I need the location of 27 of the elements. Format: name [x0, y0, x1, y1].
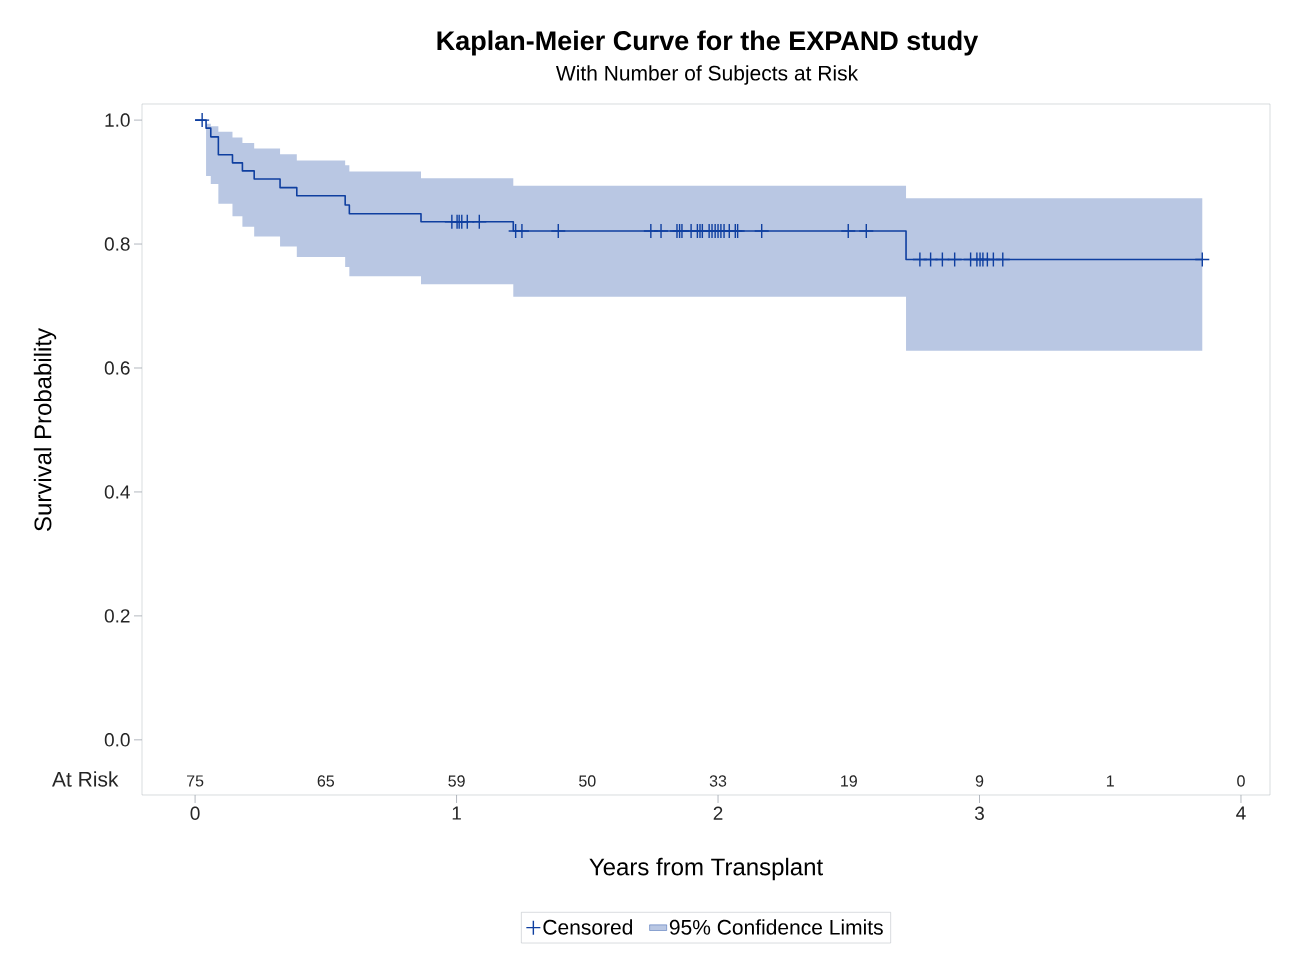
- y-tick-label: 0.8: [104, 237, 130, 251]
- y-tick-label: 0.6: [104, 361, 130, 375]
- y-tick-label: 0.2: [104, 609, 130, 623]
- x-axis-title: Years from Transplant: [589, 857, 823, 881]
- annotation: 50: [579, 775, 596, 787]
- x-tick-label: 1: [452, 806, 461, 820]
- y-axis-title: Survival Probability: [33, 328, 57, 531]
- legend-label: Censored: [543, 919, 633, 935]
- x-tick-label: 2: [713, 806, 723, 820]
- chart-title: Kaplan-Meier Curve for the EXPAND study: [437, 30, 979, 56]
- y-tick-label: 0.0: [104, 733, 130, 747]
- x-tick-label: 4: [1236, 806, 1246, 820]
- x-tick-label: 0: [190, 806, 200, 820]
- annotation: 65: [317, 775, 335, 787]
- text: At Risk: [52, 771, 119, 787]
- annotation: 1: [1106, 775, 1114, 787]
- annotation: 59: [448, 775, 465, 787]
- legend-label: 95% Confidence Limits: [669, 919, 883, 935]
- annotation: 19: [841, 775, 857, 787]
- x-tick-label: 3: [974, 806, 984, 820]
- annotation: 33: [709, 775, 727, 787]
- annotation: 9: [975, 775, 984, 787]
- annotation: 0: [1237, 775, 1245, 787]
- y-tick-label: 1.0: [105, 113, 130, 127]
- annotation: 75: [187, 775, 204, 787]
- chart-subtitle: With Number of Subjects at Risk: [555, 65, 859, 85]
- y-tick-label: 0.4: [104, 485, 130, 499]
